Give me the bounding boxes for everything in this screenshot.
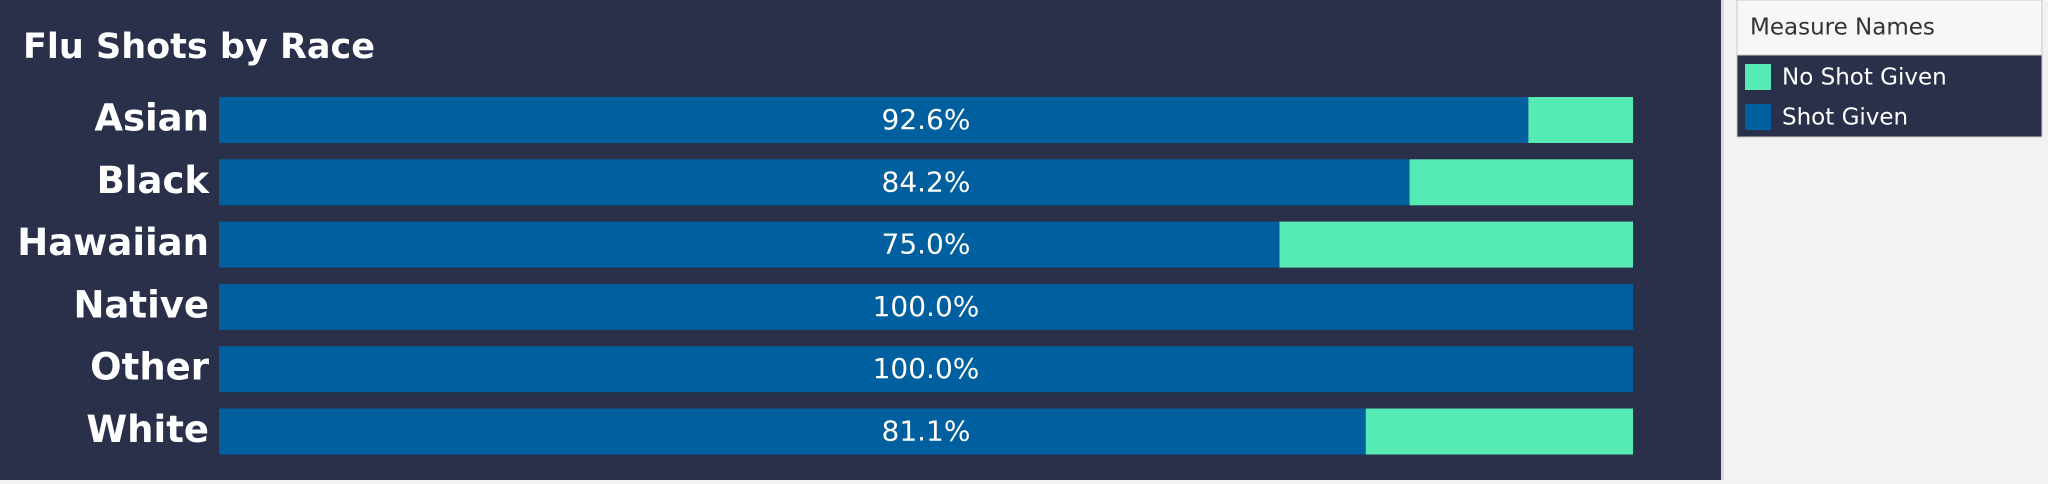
- category-label: Asian: [94, 97, 209, 140]
- bar-segment: [219, 283, 1633, 330]
- legend-swatch: [1745, 104, 1771, 130]
- category-label: Native: [73, 283, 209, 326]
- bar-segment: [1365, 408, 1633, 455]
- legend-swatch: [1745, 64, 1771, 90]
- category-label: Hawaiian: [17, 221, 209, 264]
- value-label: 100.0%: [873, 352, 980, 385]
- bar-segment: [219, 97, 1529, 143]
- category-label: Other: [90, 346, 210, 389]
- bar-segment: [219, 221, 1280, 268]
- value-label: 100.0%: [873, 290, 980, 323]
- bar-segment: [219, 346, 1633, 393]
- value-label: 81.1%: [882, 415, 971, 448]
- bar-segment: [1279, 221, 1633, 268]
- category-label: Black: [97, 159, 211, 202]
- panel-divider: [1721, 0, 1724, 480]
- legend-label: No Shot Given: [1782, 65, 1947, 91]
- bar-segment: [1528, 97, 1633, 143]
- legend-title: Measure Names: [1750, 15, 1935, 41]
- legend-header: [1736, 0, 2043, 56]
- bar-segment: [219, 159, 1410, 206]
- value-label: 75.0%: [882, 228, 971, 261]
- value-label: 84.2%: [882, 165, 971, 198]
- bar-segment: [219, 408, 1366, 455]
- bar-segment: [1409, 159, 1633, 206]
- legend-label: Shot Given: [1782, 105, 1908, 131]
- category-label: White: [86, 408, 209, 451]
- value-label: 92.6%: [882, 103, 971, 136]
- chart-title: Flu Shots by Race: [23, 27, 375, 67]
